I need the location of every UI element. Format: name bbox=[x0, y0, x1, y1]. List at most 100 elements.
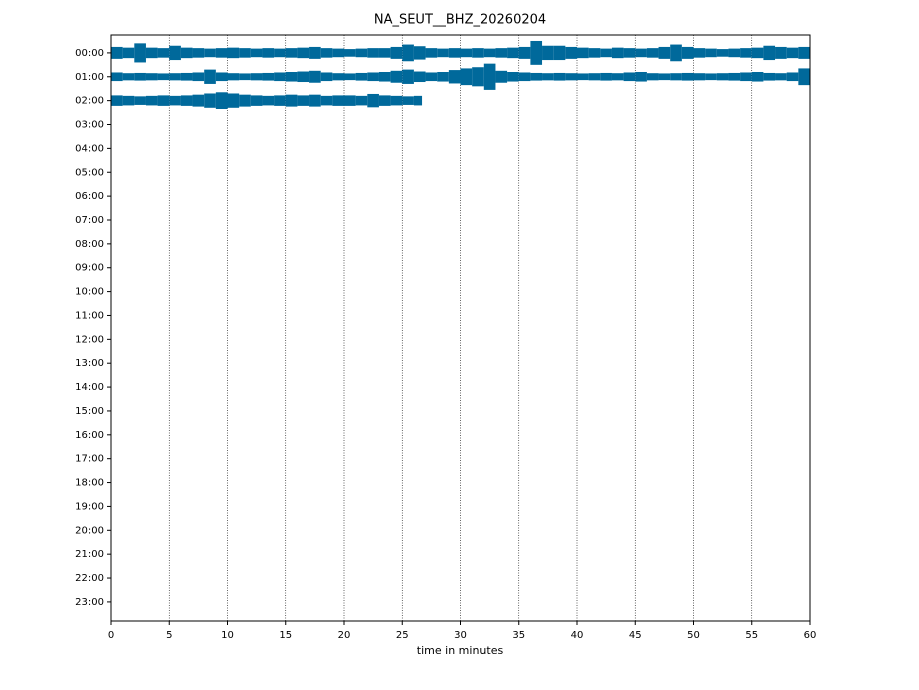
trace-segment bbox=[495, 70, 508, 83]
trace-segment bbox=[122, 47, 135, 59]
trace-segment bbox=[227, 93, 240, 108]
trace-segment bbox=[239, 94, 251, 107]
trace-segment bbox=[740, 48, 752, 58]
trace-segment bbox=[192, 94, 205, 107]
trace-segment bbox=[635, 48, 647, 58]
trace-segment bbox=[483, 48, 496, 58]
trace-segment bbox=[111, 72, 123, 82]
trace-segment bbox=[344, 73, 356, 81]
trace-segment bbox=[763, 72, 776, 81]
x-tick-label: 50 bbox=[687, 630, 700, 641]
trace-segment bbox=[705, 73, 717, 81]
trace-segment bbox=[215, 92, 228, 109]
trace-segment bbox=[122, 73, 135, 81]
trace-segment bbox=[518, 46, 531, 59]
trace-segment bbox=[483, 63, 496, 90]
trace-segment bbox=[611, 47, 624, 59]
trace-segment bbox=[332, 48, 344, 58]
x-tick-label: 0 bbox=[108, 630, 114, 641]
trace-segment bbox=[775, 73, 787, 81]
trace-segment bbox=[134, 72, 146, 81]
trace-segment bbox=[250, 73, 263, 81]
trace-segment bbox=[274, 48, 286, 58]
trace-segment bbox=[367, 93, 379, 108]
trace-segment bbox=[611, 73, 624, 81]
y-tick-label: 04:00 bbox=[75, 143, 104, 154]
x-tick-label: 55 bbox=[745, 630, 758, 641]
trace-segment bbox=[763, 45, 776, 61]
y-tick-label: 00:00 bbox=[75, 48, 104, 59]
x-tick-label: 60 bbox=[804, 630, 817, 641]
trace-segment bbox=[775, 46, 787, 59]
trace-segment bbox=[402, 44, 414, 62]
x-tick-label: 20 bbox=[338, 630, 351, 641]
y-tick-label: 03:00 bbox=[75, 120, 104, 131]
trace-segment bbox=[518, 72, 531, 82]
trace-segment bbox=[122, 95, 135, 106]
trace-segment bbox=[145, 47, 158, 59]
x-tick-label: 30 bbox=[454, 630, 467, 641]
x-tick-label: 10 bbox=[221, 630, 234, 641]
y-tick-label: 17:00 bbox=[75, 454, 104, 465]
y-tick-label: 21:00 bbox=[75, 549, 104, 560]
trace-segment bbox=[425, 72, 438, 82]
y-tick-label: 13:00 bbox=[75, 358, 104, 369]
trace-segment bbox=[250, 48, 263, 58]
trace-segment bbox=[437, 48, 449, 58]
trace-segment bbox=[437, 71, 449, 82]
y-tick-label: 20:00 bbox=[75, 525, 104, 536]
trace-segment bbox=[180, 47, 193, 59]
trace-segment bbox=[250, 95, 263, 106]
trace-segment bbox=[145, 95, 158, 106]
trace-segment bbox=[320, 48, 333, 58]
trace-segment bbox=[390, 95, 403, 106]
y-tick-label: 15:00 bbox=[75, 406, 104, 417]
trace-segment bbox=[274, 72, 286, 82]
trace-segment bbox=[180, 72, 193, 81]
y-tick-label: 08:00 bbox=[75, 239, 104, 250]
y-tick-label: 01:00 bbox=[75, 72, 104, 83]
trace-segment bbox=[577, 73, 589, 81]
trace-segment bbox=[378, 95, 391, 106]
y-tick-label: 06:00 bbox=[75, 191, 104, 202]
trace-segment bbox=[378, 71, 391, 82]
trace-segment bbox=[786, 47, 799, 59]
trace-segment bbox=[565, 46, 577, 59]
trace-segment bbox=[285, 48, 298, 58]
trace-segment bbox=[588, 48, 601, 58]
y-tick-label: 11:00 bbox=[75, 310, 104, 321]
trace-segment bbox=[367, 48, 379, 58]
trace-segment bbox=[111, 46, 123, 59]
trace-segment bbox=[332, 73, 344, 81]
trace-segment bbox=[670, 73, 682, 81]
trace-segment bbox=[367, 72, 379, 82]
trace-segment bbox=[670, 44, 682, 62]
trace-segment bbox=[425, 48, 438, 58]
trace-segment bbox=[553, 45, 566, 61]
trace-segment bbox=[448, 48, 461, 58]
trace-segment bbox=[169, 95, 181, 106]
trace-segment bbox=[157, 48, 170, 58]
trace-segment bbox=[169, 73, 181, 81]
trace-segment bbox=[297, 47, 310, 59]
trace-segment bbox=[751, 71, 764, 82]
trace-segment bbox=[390, 70, 403, 83]
trace-segment bbox=[530, 40, 543, 65]
trace-segment bbox=[285, 94, 298, 107]
trace-segment bbox=[309, 46, 321, 59]
trace-segment bbox=[798, 46, 810, 59]
trace-segment bbox=[681, 72, 694, 81]
trace-segment bbox=[332, 95, 344, 106]
trace-segment bbox=[402, 96, 414, 105]
trace-segment bbox=[740, 72, 752, 82]
y-tick-label: 02:00 bbox=[75, 96, 104, 107]
trace-segment bbox=[413, 46, 426, 60]
trace-segment bbox=[402, 69, 414, 84]
trace-segment bbox=[111, 95, 123, 106]
chart-title: NA_SEUT__BHZ_20260204 bbox=[374, 13, 546, 28]
trace-segment bbox=[413, 95, 423, 106]
trace-segment bbox=[239, 73, 251, 81]
trace-segment bbox=[262, 48, 275, 58]
trace-segment bbox=[588, 73, 601, 81]
